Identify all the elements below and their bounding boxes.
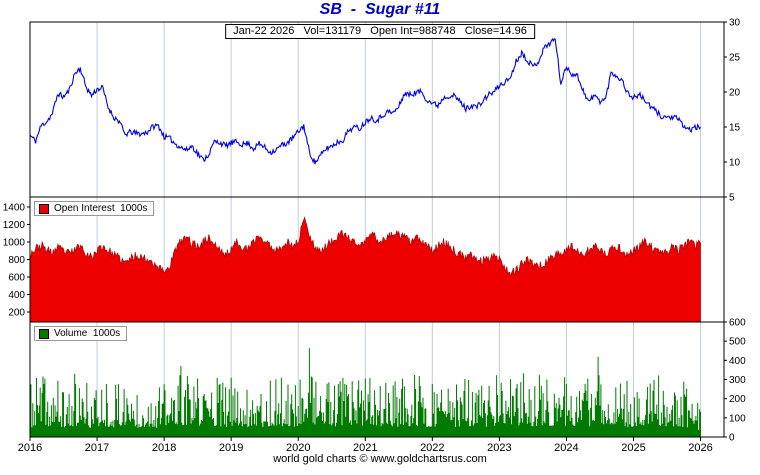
x-axis-tick-label: 2018	[152, 442, 176, 454]
volume-legend-label: Volume 1000s	[54, 328, 121, 339]
panel-border	[29, 21, 725, 198]
volume-legend: Volume 1000s	[34, 326, 128, 341]
y-axis-tick-label: 400	[729, 356, 746, 367]
y-axis-tick-label: 25	[729, 53, 741, 64]
x-axis-tick-label: 2016	[18, 442, 42, 454]
x-axis-tick-label: 2025	[621, 442, 645, 454]
y-axis-tick-label: 600	[729, 318, 746, 329]
y-axis-tick-label: 100	[729, 413, 746, 424]
y-axis-tick-label: 200	[729, 394, 746, 405]
open-interest-legend-label: Open Interest 1000s	[54, 203, 148, 214]
y-axis-tick-label: 10	[729, 158, 741, 169]
x-axis-tick-label: 2017	[85, 442, 109, 454]
x-axis-tick-label: 2023	[487, 442, 511, 454]
x-axis-tick-label: 2021	[353, 442, 377, 454]
open-interest-legend: Open Interest 1000s	[34, 201, 155, 216]
footer-credit: world gold charts © www.goldchartsrus.co…	[273, 453, 487, 465]
y-axis-tick-label: 30	[729, 18, 741, 29]
x-axis-tick-label: 2024	[554, 442, 578, 454]
y-axis-tick-label: 20	[729, 88, 741, 99]
y-axis-tick-label: 15	[729, 123, 741, 134]
y-axis-tick-label: 400	[8, 290, 25, 301]
price-line	[29, 38, 701, 165]
y-axis-tick-label: 1200	[3, 220, 26, 231]
y-axis-tick-label: 0	[729, 433, 735, 444]
x-axis-tick-label: 2026	[688, 442, 712, 454]
x-axis-tick-label: 2020	[286, 442, 310, 454]
y-axis-tick-label: 1000	[3, 237, 26, 248]
volume-swatch-icon	[39, 328, 49, 339]
open-interest-area	[29, 216, 701, 323]
y-axis-tick-label: 300	[729, 375, 746, 386]
y-axis-tick-label: 500	[729, 337, 746, 348]
open-interest-swatch-icon	[39, 203, 49, 214]
x-axis-tick-label: 2019	[219, 442, 243, 454]
y-axis-tick-label: 600	[8, 273, 25, 284]
quote-info-box: Jan-22 2026 Vol=131179 Open Int=988748 C…	[225, 24, 535, 39]
y-axis-tick-label: 200	[8, 308, 25, 319]
x-axis-tick-label: 2022	[420, 442, 444, 454]
y-axis-tick-label: 800	[8, 255, 25, 266]
y-axis-tick-label: 5	[729, 193, 735, 204]
chart-title: SB - Sugar #11	[319, 1, 441, 18]
y-axis-tick-label: 1400	[3, 202, 26, 213]
